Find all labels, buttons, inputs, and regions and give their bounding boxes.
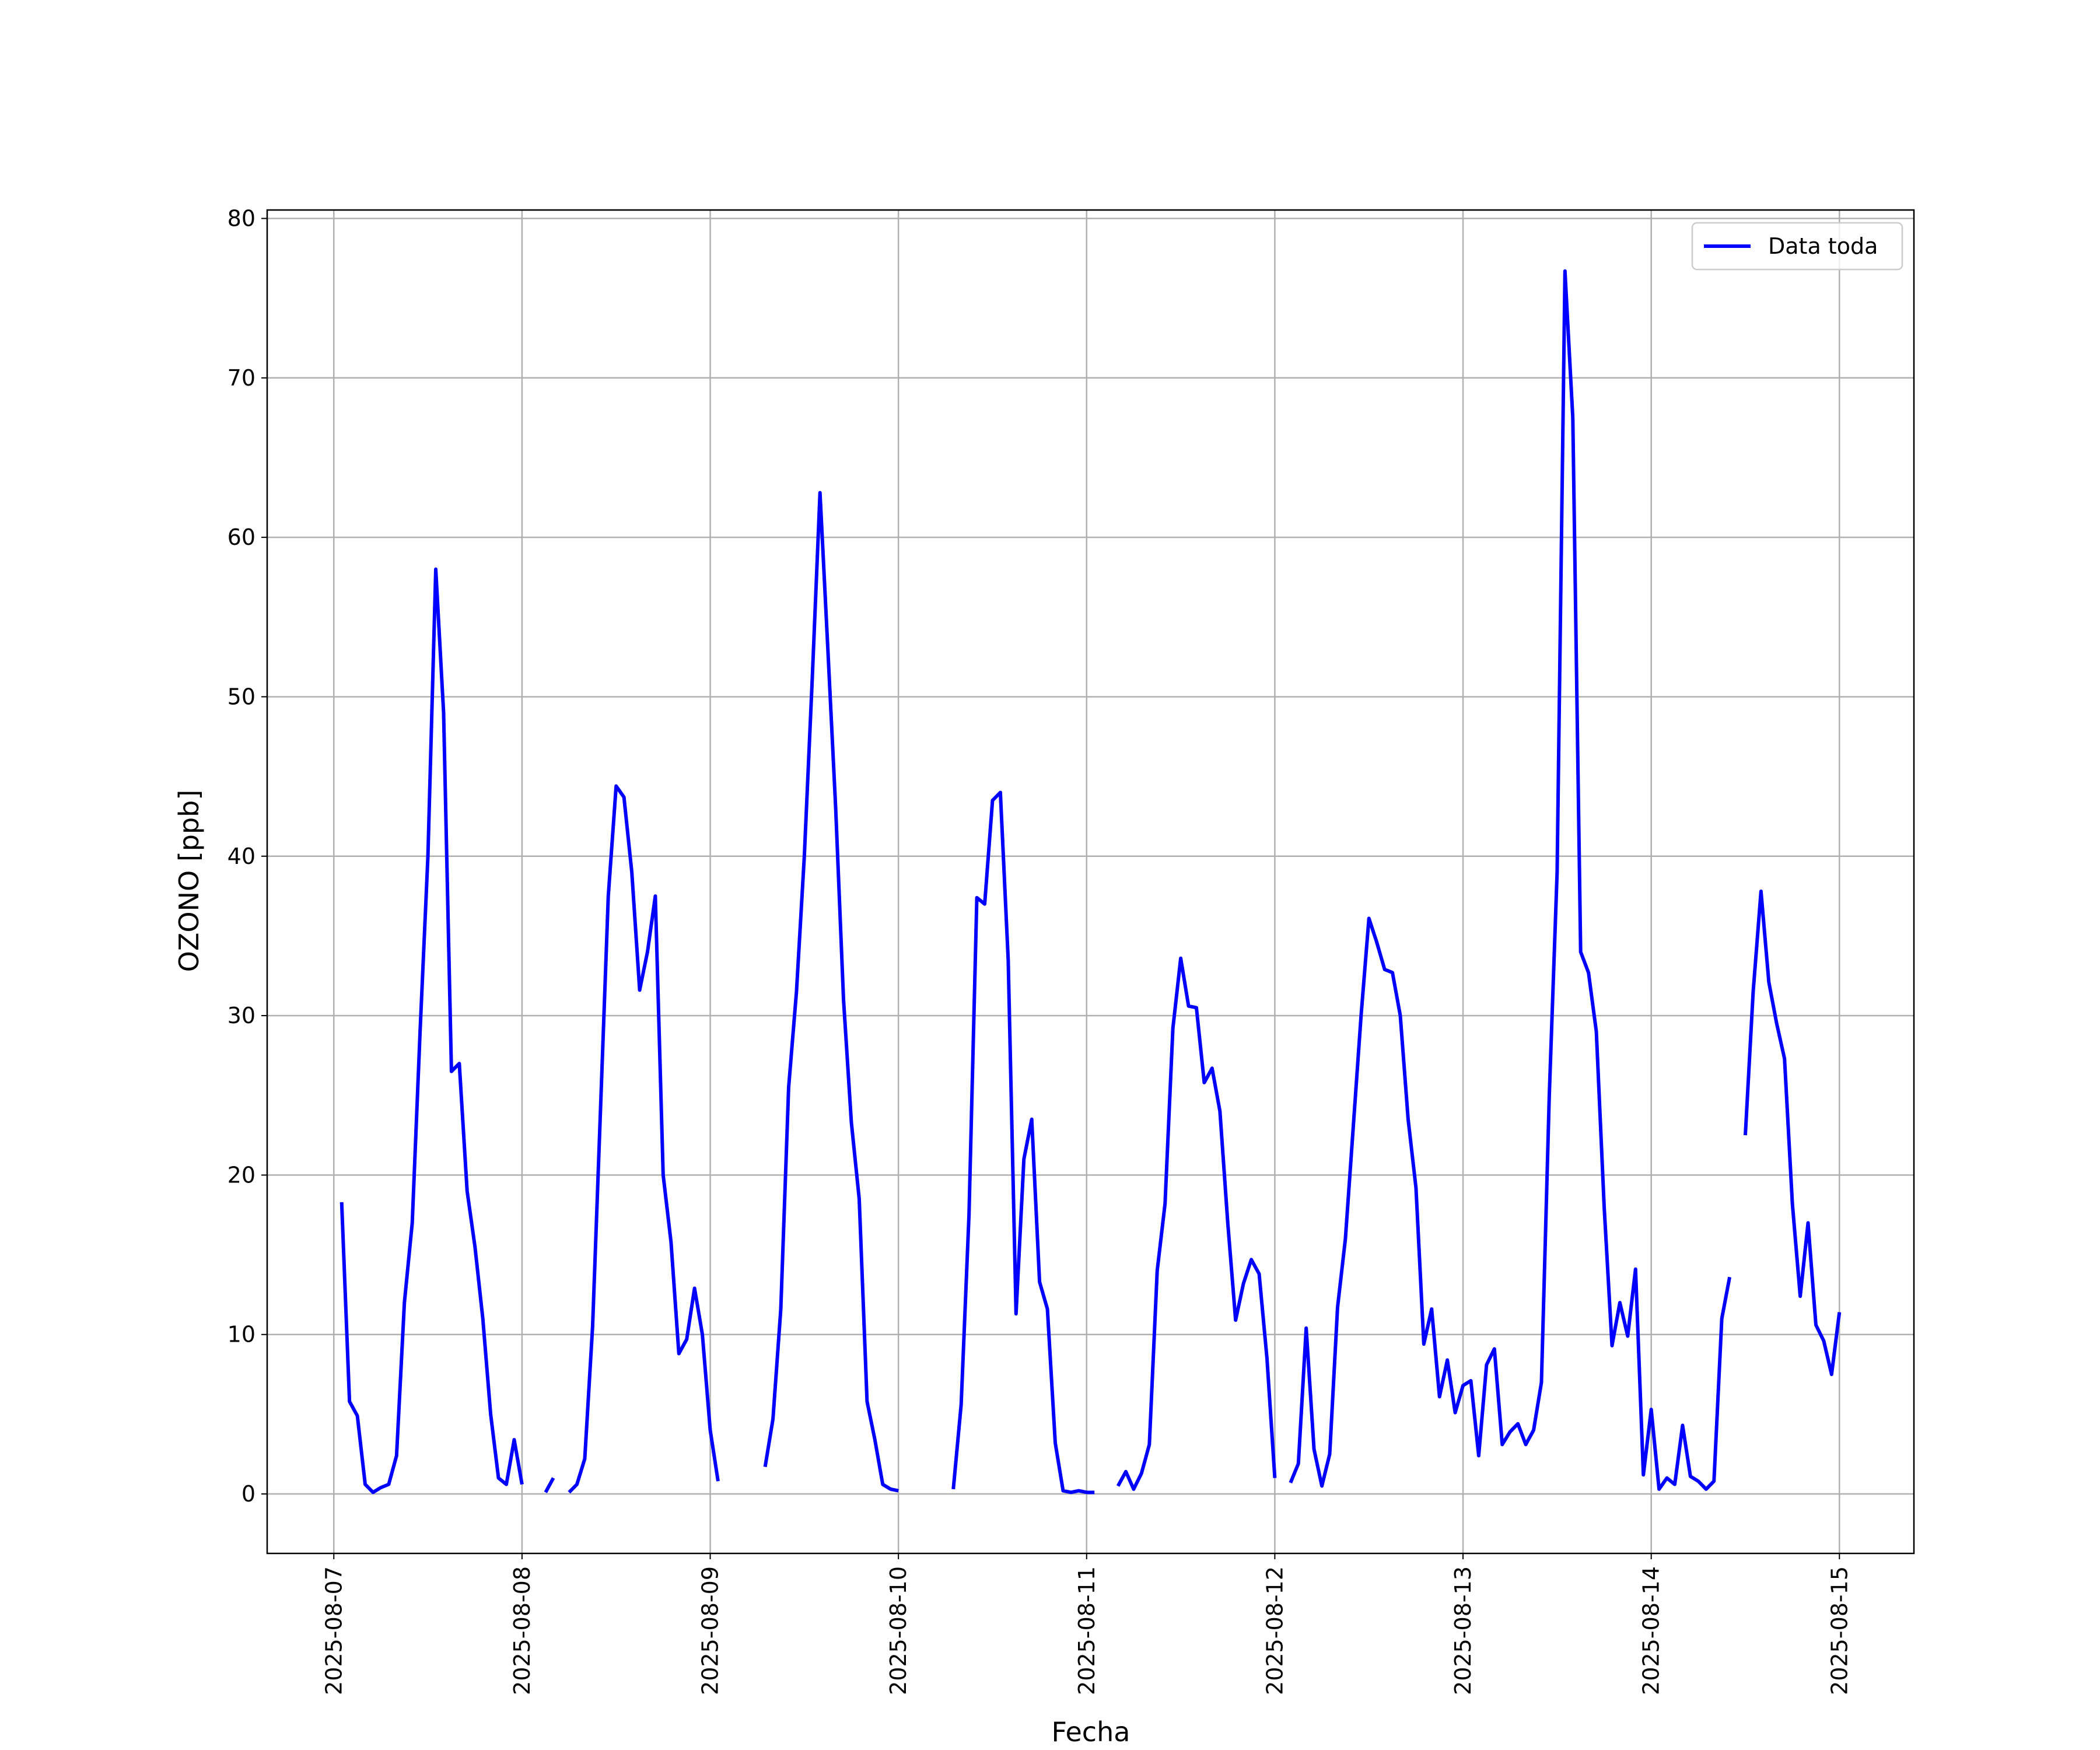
x-axis-label: Fecha [1052,1716,1130,1748]
x-tick-label: 2025-08-13 [1450,1566,1476,1695]
x-tick-label: 2025-08-14 [1639,1566,1664,1695]
x-tick-label: 2025-08-15 [1826,1566,1852,1695]
y-tick-label: 60 [228,524,256,550]
x-tick-label: 2025-08-07 [321,1566,346,1695]
y-tick-label: 20 [228,1162,256,1188]
y-tick-label: 0 [242,1481,256,1507]
data-line [340,269,1842,1494]
x-tick-label: 2025-08-08 [509,1566,535,1695]
x-tick-label: 2025-08-09 [698,1566,723,1695]
y-tick-label: 80 [228,205,256,231]
plot-frame [266,209,1915,1555]
y-tick-label: 50 [228,684,256,709]
y-tick-label: 70 [228,365,256,391]
legend-label: Data toda [1768,233,1878,259]
y-axis-label: OZONO [ppb] [173,790,205,972]
legend-box [1691,222,1903,271]
y-tick-label: 10 [228,1322,256,1348]
y-tick-label: 30 [228,1003,256,1028]
x-tick-label: 2025-08-10 [886,1566,911,1695]
x-tick-label: 2025-08-11 [1074,1566,1100,1695]
y-tick-label: 40 [228,844,256,869]
x-tick-label: 2025-08-12 [1262,1566,1287,1695]
